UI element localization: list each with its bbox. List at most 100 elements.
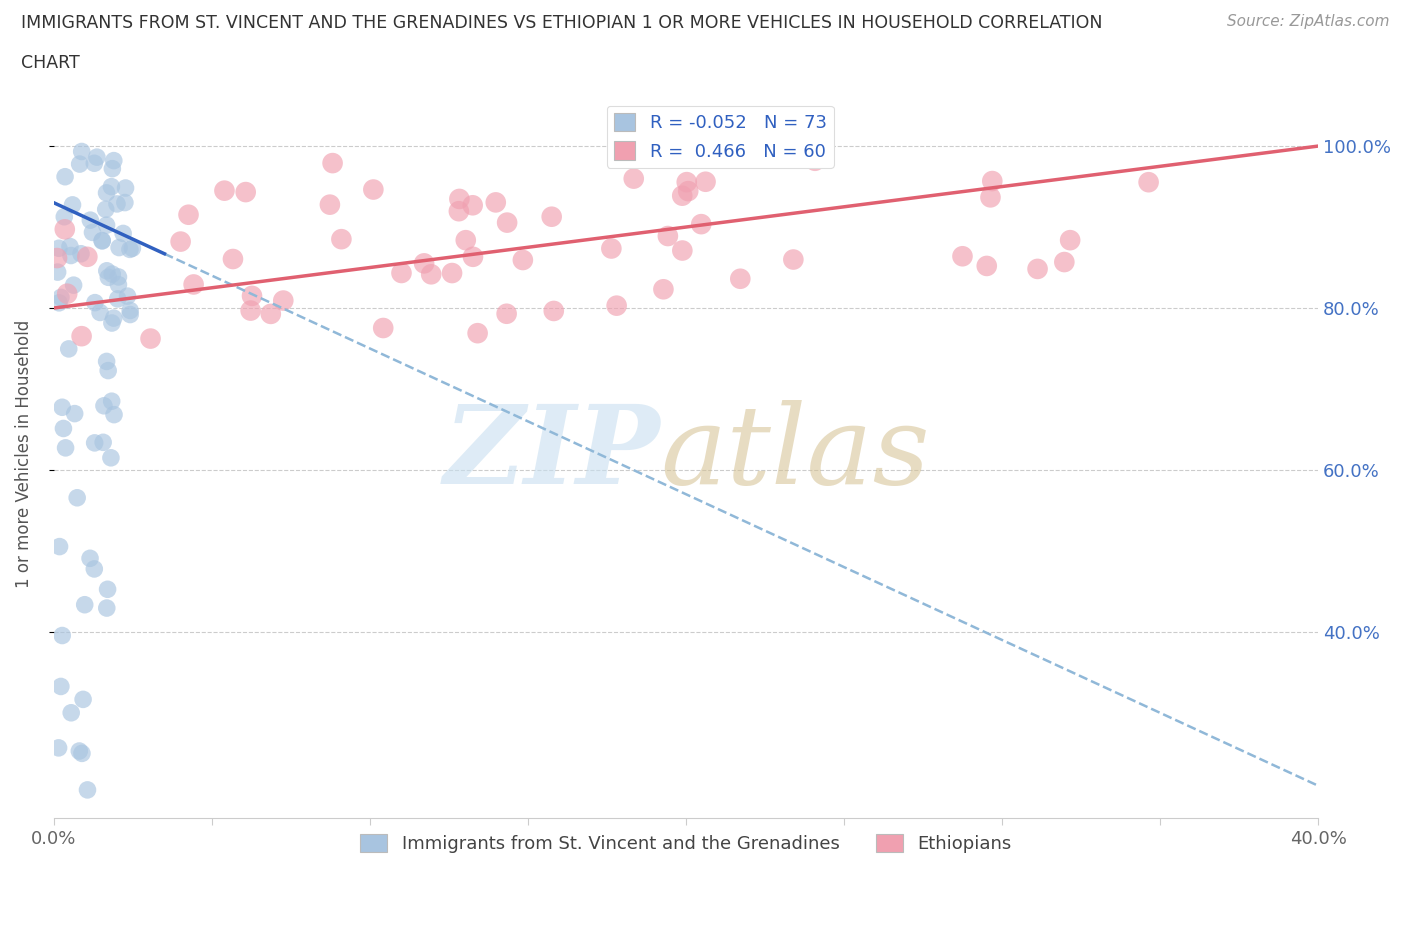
Point [606,299,628,313]
Point [1059,232,1081,247]
Point [70,746,93,761]
Point [46,250,69,265]
Text: CHART: CHART [21,54,80,72]
Point [101,315,124,330]
Point [94,202,117,217]
Point [139,331,162,346]
Point [461,198,484,213]
Point [60,705,83,720]
Point [675,175,697,190]
Point [467,326,489,340]
Point [82,225,104,240]
Text: atlas: atlas [661,400,931,508]
Text: Source: ZipAtlas.com: Source: ZipAtlas.com [1226,14,1389,29]
Point [96,263,118,278]
Point [53,222,76,237]
Point [48,296,70,311]
Point [97,270,120,285]
Point [91,233,114,248]
Text: ZIP: ZIP [444,400,661,508]
Point [391,266,413,281]
Point [55,441,77,456]
Point [120,307,142,322]
Point [53,169,76,184]
Point [690,217,713,232]
Point [58,341,80,356]
Point [59,248,82,263]
Point [117,288,139,303]
Text: IMMIGRANTS FROM ST. VINCENT AND THE GRENADINES VS ETHIOPIAN 1 OR MORE VEHICLES I: IMMIGRANTS FROM ST. VINCENT AND THE GREN… [21,14,1102,32]
Point [103,407,125,422]
Point [52,421,75,436]
Point [107,277,129,292]
Point [84,295,107,310]
Point [271,293,294,308]
Point [222,252,245,267]
Point [600,241,623,256]
Point [177,207,200,222]
Point [101,161,124,176]
Point [103,153,125,168]
Point [108,240,131,255]
Point [93,398,115,413]
Point [1053,255,1076,270]
Point [449,192,471,206]
Point [69,156,91,171]
Point [447,204,470,219]
Point [1137,175,1160,190]
Point [100,179,122,194]
Point [260,307,283,322]
Point [100,450,122,465]
Point [48,539,70,554]
Point [112,226,135,241]
Point [96,354,118,369]
Point [330,232,353,246]
Point [83,435,105,450]
Point [96,601,118,616]
Point [53,209,76,224]
Point [83,156,105,171]
Point [89,305,111,320]
Point [730,272,752,286]
Point [183,277,205,292]
Point [695,174,717,189]
Point [49,290,72,305]
Point [51,400,73,415]
Point [91,435,114,450]
Point [512,253,534,268]
Point [107,270,129,285]
Point [67,744,90,759]
Point [70,246,93,261]
Point [671,188,693,203]
Point [114,180,136,195]
Point [976,259,998,273]
Point [804,153,827,168]
Point [48,241,70,256]
Point [461,249,484,264]
Point [981,174,1004,189]
Point [103,311,125,325]
Point [59,239,82,254]
Point [118,242,141,257]
Point [420,267,443,282]
Point [48,740,70,755]
Point [49,679,72,694]
Point [239,303,262,318]
Point [543,303,565,318]
Point [73,597,96,612]
Point [413,256,436,271]
Point [782,252,804,267]
Y-axis label: 1 or more Vehicles in Household: 1 or more Vehicles in Household [15,320,32,588]
Point [100,393,122,408]
Point [107,291,129,306]
Point [97,582,120,597]
Point [79,213,101,228]
Point [105,196,128,211]
Point [540,209,562,224]
Point [62,278,84,293]
Point [441,266,464,281]
Point [101,267,124,282]
Point [240,288,263,303]
Point [96,185,118,200]
Point [114,195,136,210]
